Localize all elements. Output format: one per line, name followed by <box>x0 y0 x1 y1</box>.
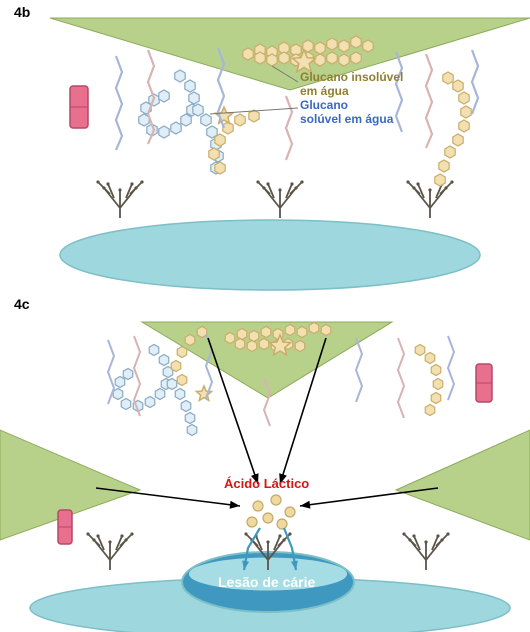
annotation-soluble-glucan-line2: solúvel em água <box>300 112 393 126</box>
annotation-insoluble-glucan-line2: em água <box>300 84 349 98</box>
annotation-caries-lesion: Lesão de cárie <box>218 574 315 590</box>
annotation-lactic-acid: Ácido Láctico <box>224 476 309 491</box>
annotation-insoluble-glucan-line1: Glucano insolúvel <box>300 70 403 84</box>
figure-label-4c: 4c <box>14 296 30 312</box>
diagram-canvas <box>0 0 530 632</box>
figure-label-4b: 4b <box>14 4 30 20</box>
annotation-soluble-glucan-line1: Glucano <box>300 98 348 112</box>
